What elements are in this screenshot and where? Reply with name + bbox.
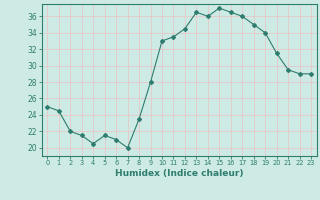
X-axis label: Humidex (Indice chaleur): Humidex (Indice chaleur) [115, 169, 244, 178]
